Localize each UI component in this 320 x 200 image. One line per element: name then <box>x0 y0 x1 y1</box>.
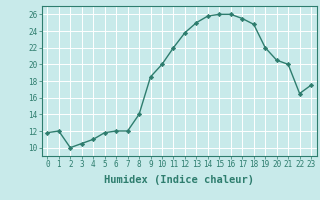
X-axis label: Humidex (Indice chaleur): Humidex (Indice chaleur) <box>104 175 254 185</box>
